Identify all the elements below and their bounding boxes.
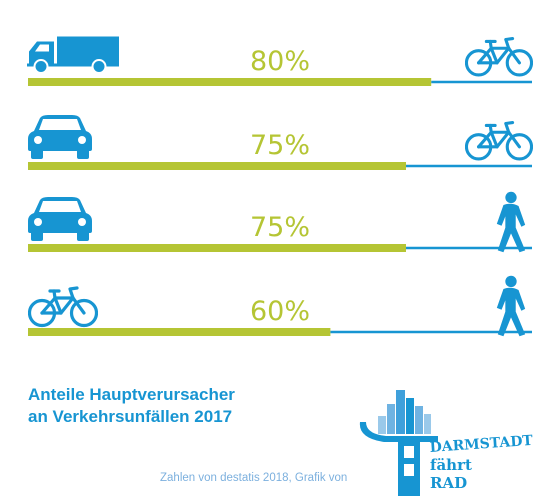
pedestrian-icon — [496, 275, 526, 337]
bar-4 — [28, 328, 331, 336]
logo-line-3: RAD — [430, 474, 467, 492]
pedestrian-icon — [496, 191, 526, 253]
value-label-1: 80% — [250, 46, 310, 77]
logo-skyline-icon — [359, 390, 438, 496]
bar-3 — [28, 244, 406, 252]
darmstadt-faehrt-rad-logo: DARMSTADT fährt RAD — [359, 390, 534, 496]
bicycle-icon — [465, 120, 533, 161]
value-label-3: 75% — [250, 212, 310, 243]
caption-line-2: an Verkehrsunfällen 2017 — [28, 407, 233, 426]
credit-text: Zahlen von destatis 2018, Grafik von — [160, 472, 348, 484]
bar-2 — [28, 162, 406, 170]
car-icon — [28, 197, 92, 241]
bar-chart: 80% 75% 75% 60% — [27, 35, 533, 337]
chart-caption: Anteile Hauptverursacher an Verkehrsunfä… — [28, 384, 235, 428]
bar-1 — [28, 78, 432, 86]
value-label-4: 60% — [250, 296, 310, 327]
bicycle-icon — [28, 286, 98, 328]
value-label-2: 75% — [250, 130, 310, 161]
car-icon — [28, 115, 92, 159]
bicycle-icon — [465, 36, 533, 77]
logo-line-1: DARMSTADT — [429, 433, 534, 456]
logo-line-2: fährt — [430, 456, 472, 474]
truck-icon — [27, 35, 119, 75]
caption-line-1: Anteile Hauptverursacher — [28, 385, 235, 404]
